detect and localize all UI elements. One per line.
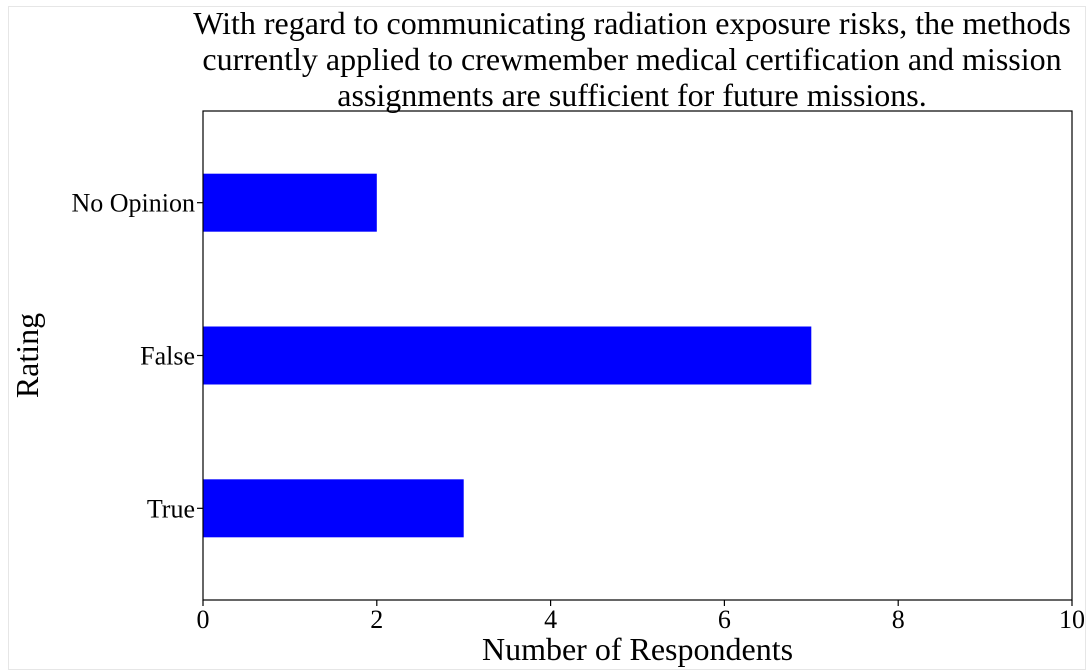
chart-title-line: assignments are sufficient for future mi… [337, 77, 927, 113]
bar-no-opinion [203, 173, 377, 232]
x-tick-label: 8 [892, 605, 905, 634]
y-axis-label: Rating [9, 313, 45, 398]
bars-group [203, 173, 812, 538]
y-tick-label: No Opinion [72, 189, 196, 218]
x-tick-label: 4 [544, 605, 557, 634]
bar-false [203, 326, 812, 385]
chart-title: With regard to communicating radiation e… [193, 5, 1071, 113]
x-tick-label: 6 [718, 605, 731, 634]
x-tick-label: 2 [370, 605, 383, 634]
x-tick-label: 0 [197, 605, 210, 634]
y-tick-label: True [147, 494, 195, 523]
x-axis-label: Number of Respondents [482, 631, 793, 667]
y-axis-ticks: True False No Opinion [72, 189, 203, 523]
bar-true [203, 479, 464, 538]
chart-title-line: With regard to communicating radiation e… [193, 5, 1071, 41]
x-axis-ticks: 0 2 4 6 8 10 [197, 600, 1085, 634]
chart-title-line: currently applied to crewmember medical … [202, 41, 1061, 77]
y-tick-label: False [140, 342, 195, 371]
x-tick-label: 10 [1059, 605, 1085, 634]
